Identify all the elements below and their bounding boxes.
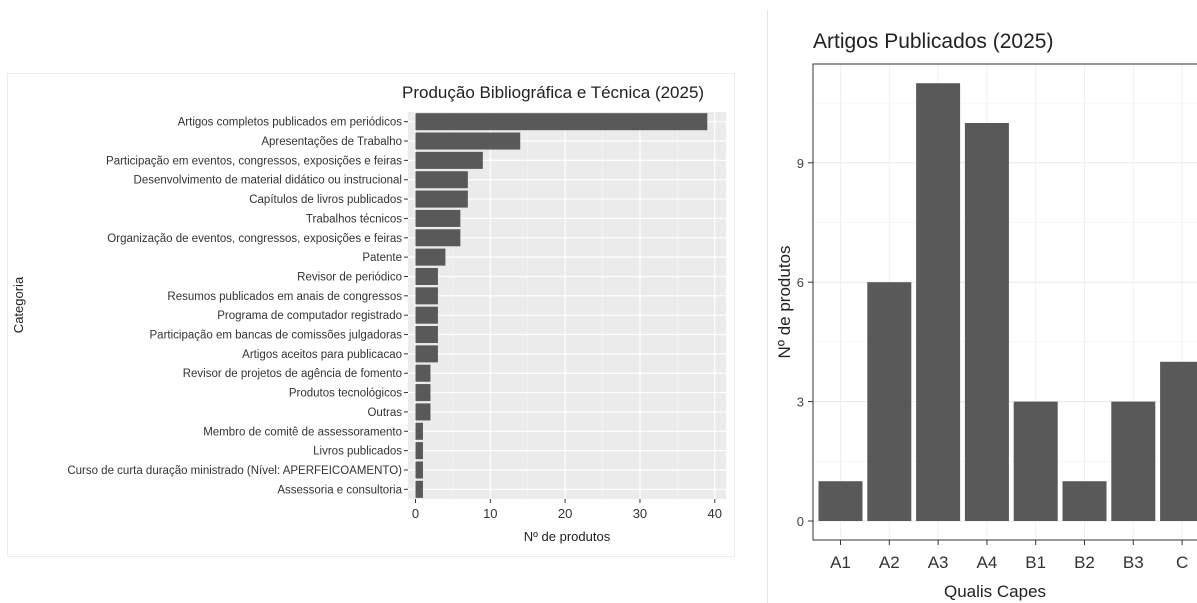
chart1-category-label: Assessoria e consultoria	[277, 484, 402, 496]
chart-artigos: Artigos Publicados (2025) 0 3 6 9 A1 A2 A3 A4 B…	[775, 30, 1197, 601]
chart1-category-label: Capítulos de livros publicados	[249, 194, 402, 206]
chart2-bar	[1111, 401, 1156, 521]
chart1-category-label: Trabalhos técnicos	[306, 213, 402, 225]
chart1-category-label: Outras	[367, 407, 402, 419]
chart2-title: Artigos Publicados (2025)	[813, 30, 1053, 53]
chart2-x-tick-label: C	[1176, 553, 1188, 572]
chart1-category-label: Programa de computador registrado	[217, 310, 402, 322]
chart2-bar	[1160, 361, 1197, 521]
chart2-bars	[818, 83, 1197, 521]
chart1-bar	[415, 190, 468, 208]
chart1-category-label: Membro de comitê de assessoramento	[203, 426, 402, 438]
chart1-bar	[415, 345, 438, 363]
chart2-x-axis-label: Qualis Capes	[944, 582, 1046, 601]
chart1-bar	[415, 384, 431, 402]
chart1-bar	[415, 267, 438, 285]
chart1-category-label: Apresentações de Trabalho	[261, 136, 402, 148]
chart1-bar	[415, 461, 423, 479]
chart2-bar	[867, 282, 912, 521]
chart2-y-tick-label: 0	[797, 514, 804, 529]
chart1-category-label: Curso de curta duração ministrado (Nível…	[67, 465, 402, 477]
chart2-x-tick-label: A2	[879, 553, 900, 572]
chart1-category-label: Organização de eventos, congressos, expo…	[107, 233, 402, 245]
chart1-bars	[415, 113, 708, 498]
chart2-x-tick-label: A1	[830, 553, 851, 572]
chart2-x-tick-label: A4	[977, 553, 998, 572]
chart1-bar	[415, 209, 461, 227]
chart1-bar	[415, 287, 438, 305]
chart1-x-tick-label: 30	[633, 506, 647, 521]
chart1-bar	[415, 229, 461, 247]
chart2-x-tick-label: B3	[1123, 553, 1144, 572]
chart1-bar	[415, 364, 431, 382]
chart2-bar	[1013, 401, 1058, 521]
chart1-bar	[415, 403, 431, 421]
chart1-bar	[415, 132, 521, 150]
chart1-category-label: Participação em bancas de comissões julg…	[150, 330, 403, 342]
chart-producao: Produção Bibliográfica e Técnica (2025) …	[11, 83, 726, 544]
chart1-x-tick-label: 10	[483, 506, 497, 521]
chart1-x-ticks: 0 10 20 30 40	[412, 499, 722, 521]
chart1-category-label: Artigos completos publicados em periódic…	[178, 117, 403, 129]
chart2-y-axis-label: Nº de produtos	[775, 246, 794, 359]
chart1-category-label: Artigos aceitos para publicacao	[242, 349, 402, 361]
chart1-category-label: Participação em eventos, congressos, exp…	[106, 155, 402, 167]
chart2-y-tick-label: 3	[797, 395, 804, 410]
chart1-title: Produção Bibliográfica e Técnica (2025)	[402, 83, 704, 102]
chart1-category-label: Livros publicados	[313, 446, 402, 458]
chart2-bar	[818, 481, 863, 521]
chart2-y-tick-label: 6	[797, 275, 804, 290]
chart1-category-label: Resumos publicados em anais de congresso…	[167, 291, 402, 303]
chart2-bar	[964, 123, 1009, 521]
chart2-panel-border	[812, 63, 1197, 541]
chart1-category-label: Revisor de projetos de agência de foment…	[183, 368, 402, 380]
chart1-bar	[415, 306, 438, 324]
chart1-bar	[415, 151, 483, 169]
chart2-bar	[1062, 481, 1107, 521]
chart2-x-ticks: A1 A2 A3 A4 B1 B2 B3 C	[830, 540, 1188, 572]
chart2-x-tick-label: B1	[1025, 553, 1046, 572]
chart1-x-axis-label: Nº de produtos	[524, 529, 611, 544]
chart1-plot-area	[408, 112, 726, 499]
chart1-bar	[415, 171, 468, 189]
chart1-bar	[415, 480, 423, 498]
chart1-x-tick-label: 20	[558, 506, 572, 521]
chart1-bar	[415, 326, 438, 344]
panel-divider	[767, 10, 768, 603]
chart1-category-label: Desenvolvimento de material didático ou …	[134, 175, 402, 187]
chart2-bar	[916, 83, 961, 521]
chart2-y-tick-label: 9	[797, 156, 804, 171]
chart1-x-tick-label: 40	[708, 506, 722, 521]
chart1-bar	[415, 422, 423, 440]
chart1-category-label: Patente	[362, 252, 402, 264]
chart1-category-label: Revisor de periódico	[297, 271, 402, 283]
chart1-bar	[415, 248, 446, 266]
chart1-category-label: Produtos tecnológicos	[289, 388, 402, 400]
chart1-frame	[7, 73, 735, 557]
chart2-y-ticks: 0 3 6 9	[797, 156, 813, 529]
chart1-x-tick-label: 0	[412, 506, 419, 521]
chart2-x-tick-label: B2	[1074, 553, 1095, 572]
chart1-y-axis-label: Categoria	[11, 276, 26, 333]
chart1-category-labels: Artigos completos publicados em periódic…	[67, 117, 408, 496]
chart1-bar	[415, 442, 423, 460]
chart1-bar	[415, 113, 708, 131]
chart2-x-tick-label: A3	[928, 553, 949, 572]
